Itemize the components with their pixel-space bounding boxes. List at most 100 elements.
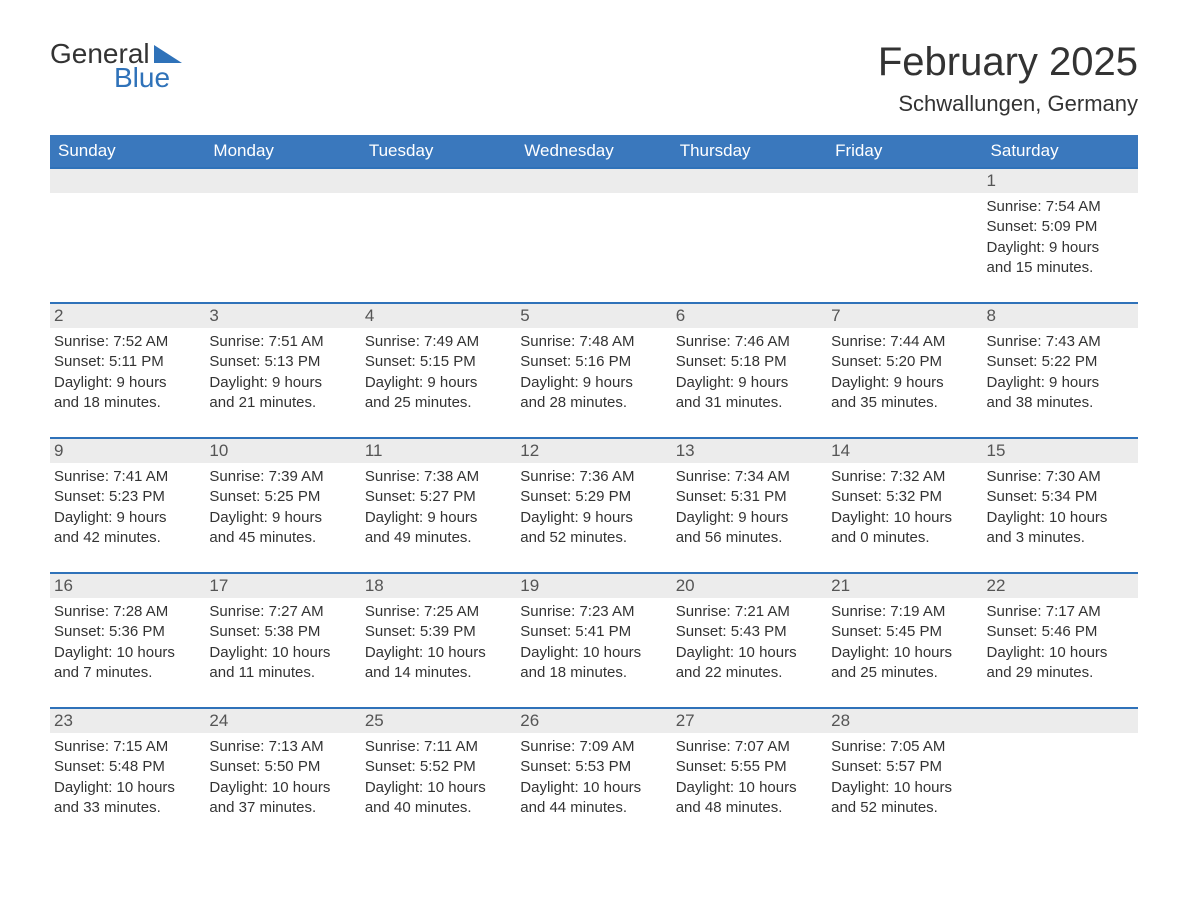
day-sunrise: Sunrise: 7:52 AM [54, 332, 201, 352]
day-sunset: Sunset: 5:20 PM [831, 352, 978, 372]
logo-sail-icon [154, 45, 182, 63]
day-dl2: and 11 minutes. [209, 663, 356, 683]
day-cell: Sunrise: 7:09 AMSunset: 5:53 PMDaylight:… [516, 733, 671, 842]
day-dl2: and 7 minutes. [54, 663, 201, 683]
day-dl1: Daylight: 9 hours [209, 508, 356, 528]
logo-word-blue: Blue [114, 64, 182, 92]
day-dl1: Daylight: 9 hours [520, 373, 667, 393]
day-dl2: and 44 minutes. [520, 798, 667, 818]
day-cell: Sunrise: 7:52 AMSunset: 5:11 PMDaylight:… [50, 328, 205, 438]
calendar-body: 1Sunrise: 7:54 AMSunset: 5:09 PMDaylight… [50, 168, 1138, 842]
day-dl1: Daylight: 9 hours [987, 238, 1134, 258]
day-sunrise: Sunrise: 7:28 AM [54, 602, 201, 622]
day-dl2: and 42 minutes. [54, 528, 201, 548]
day-dl2: and 38 minutes. [987, 393, 1134, 413]
title-block: February 2025 Schwallungen, Germany [878, 40, 1138, 117]
day-number-cell: 5 [516, 303, 671, 328]
day-cell: Sunrise: 7:07 AMSunset: 5:55 PMDaylight:… [672, 733, 827, 842]
day-sunrise: Sunrise: 7:41 AM [54, 467, 201, 487]
day-number-cell [50, 168, 205, 193]
day-sunrise: Sunrise: 7:13 AM [209, 737, 356, 757]
day-number-cell: 26 [516, 708, 671, 733]
day-header: Monday [205, 135, 360, 168]
day-body: Sunrise: 7:05 AMSunset: 5:57 PMDaylight:… [831, 733, 978, 818]
day-dl2: and 49 minutes. [365, 528, 512, 548]
day-sunset: Sunset: 5:29 PM [520, 487, 667, 507]
day-body: Sunrise: 7:21 AMSunset: 5:43 PMDaylight:… [676, 598, 823, 683]
day-sunset: Sunset: 5:53 PM [520, 757, 667, 777]
day-dl2: and 37 minutes. [209, 798, 356, 818]
day-sunset: Sunset: 5:09 PM [987, 217, 1134, 237]
day-cell: Sunrise: 7:32 AMSunset: 5:32 PMDaylight:… [827, 463, 982, 573]
day-dl1: Daylight: 10 hours [987, 508, 1134, 528]
day-number-cell: 16 [50, 573, 205, 598]
day-number-cell [361, 168, 516, 193]
day-dl1: Daylight: 10 hours [831, 643, 978, 663]
day-body: Sunrise: 7:51 AMSunset: 5:13 PMDaylight:… [209, 328, 356, 413]
day-number-cell [983, 708, 1138, 733]
day-body: Sunrise: 7:38 AMSunset: 5:27 PMDaylight:… [365, 463, 512, 548]
day-body: Sunrise: 7:39 AMSunset: 5:25 PMDaylight:… [209, 463, 356, 548]
day-cell: Sunrise: 7:17 AMSunset: 5:46 PMDaylight:… [983, 598, 1138, 708]
day-body: Sunrise: 7:41 AMSunset: 5:23 PMDaylight:… [54, 463, 201, 548]
day-dl2: and 28 minutes. [520, 393, 667, 413]
day-cell [516, 193, 671, 303]
day-cell: Sunrise: 7:48 AMSunset: 5:16 PMDaylight:… [516, 328, 671, 438]
day-number-cell: 27 [672, 708, 827, 733]
day-number-cell: 12 [516, 438, 671, 463]
day-body: Sunrise: 7:09 AMSunset: 5:53 PMDaylight:… [520, 733, 667, 818]
day-dl1: Daylight: 9 hours [54, 373, 201, 393]
day-dl2: and 3 minutes. [987, 528, 1134, 548]
day-body: Sunrise: 7:44 AMSunset: 5:20 PMDaylight:… [831, 328, 978, 413]
day-body: Sunrise: 7:28 AMSunset: 5:36 PMDaylight:… [54, 598, 201, 683]
day-header: Friday [827, 135, 982, 168]
day-header: Wednesday [516, 135, 671, 168]
day-cell: Sunrise: 7:28 AMSunset: 5:36 PMDaylight:… [50, 598, 205, 708]
day-sunrise: Sunrise: 7:17 AM [987, 602, 1134, 622]
day-cell: Sunrise: 7:41 AMSunset: 5:23 PMDaylight:… [50, 463, 205, 573]
day-body: Sunrise: 7:11 AMSunset: 5:52 PMDaylight:… [365, 733, 512, 818]
day-dl1: Daylight: 10 hours [520, 778, 667, 798]
day-sunrise: Sunrise: 7:15 AM [54, 737, 201, 757]
calendar-header-row: SundayMondayTuesdayWednesdayThursdayFrid… [50, 135, 1138, 168]
day-sunrise: Sunrise: 7:25 AM [365, 602, 512, 622]
day-number-cell [672, 168, 827, 193]
day-header: Sunday [50, 135, 205, 168]
day-body: Sunrise: 7:34 AMSunset: 5:31 PMDaylight:… [676, 463, 823, 548]
day-sunset: Sunset: 5:31 PM [676, 487, 823, 507]
day-number-cell: 19 [516, 573, 671, 598]
day-dl2: and 18 minutes. [520, 663, 667, 683]
day-dl2: and 14 minutes. [365, 663, 512, 683]
day-dl1: Daylight: 10 hours [676, 778, 823, 798]
day-sunset: Sunset: 5:22 PM [987, 352, 1134, 372]
day-cell: Sunrise: 7:05 AMSunset: 5:57 PMDaylight:… [827, 733, 982, 842]
day-sunset: Sunset: 5:32 PM [831, 487, 978, 507]
day-number-cell: 3 [205, 303, 360, 328]
day-sunset: Sunset: 5:36 PM [54, 622, 201, 642]
day-dl2: and 15 minutes. [987, 258, 1134, 278]
day-number-cell: 1 [983, 168, 1138, 193]
day-cell: Sunrise: 7:46 AMSunset: 5:18 PMDaylight:… [672, 328, 827, 438]
day-body: Sunrise: 7:36 AMSunset: 5:29 PMDaylight:… [520, 463, 667, 548]
day-cell: Sunrise: 7:23 AMSunset: 5:41 PMDaylight:… [516, 598, 671, 708]
day-dl1: Daylight: 10 hours [209, 643, 356, 663]
day-sunset: Sunset: 5:27 PM [365, 487, 512, 507]
day-dl1: Daylight: 10 hours [520, 643, 667, 663]
day-dl1: Daylight: 9 hours [831, 373, 978, 393]
day-number-cell: 20 [672, 573, 827, 598]
day-dl1: Daylight: 10 hours [54, 778, 201, 798]
day-number-cell: 13 [672, 438, 827, 463]
day-dl1: Daylight: 10 hours [54, 643, 201, 663]
day-number-cell: 14 [827, 438, 982, 463]
day-sunset: Sunset: 5:38 PM [209, 622, 356, 642]
day-sunset: Sunset: 5:57 PM [831, 757, 978, 777]
day-sunrise: Sunrise: 7:51 AM [209, 332, 356, 352]
day-sunset: Sunset: 5:45 PM [831, 622, 978, 642]
calendar-table: SundayMondayTuesdayWednesdayThursdayFrid… [50, 135, 1138, 842]
day-sunrise: Sunrise: 7:09 AM [520, 737, 667, 757]
day-body: Sunrise: 7:49 AMSunset: 5:15 PMDaylight:… [365, 328, 512, 413]
day-header: Tuesday [361, 135, 516, 168]
day-dl1: Daylight: 9 hours [520, 508, 667, 528]
day-number-cell: 28 [827, 708, 982, 733]
day-body: Sunrise: 7:52 AMSunset: 5:11 PMDaylight:… [54, 328, 201, 413]
